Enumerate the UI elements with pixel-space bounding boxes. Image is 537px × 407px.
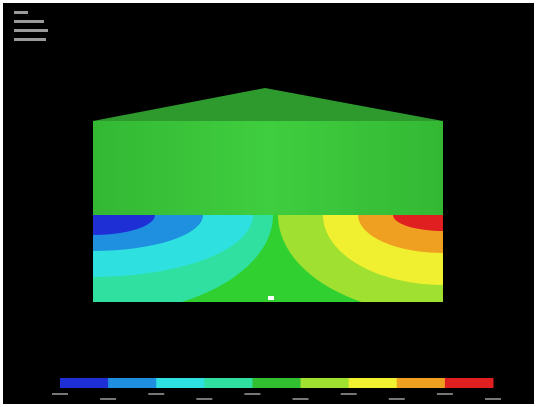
color-swatch xyxy=(301,378,350,388)
legend-label xyxy=(148,393,164,395)
color-swatch xyxy=(60,378,109,388)
info-line xyxy=(14,38,46,41)
legend-label xyxy=(341,393,357,395)
info-line xyxy=(14,11,28,14)
info-line xyxy=(14,20,44,23)
legend-label xyxy=(389,398,405,400)
legend-label xyxy=(100,398,116,400)
legend-label xyxy=(437,393,453,395)
color-swatch xyxy=(252,378,301,388)
marker xyxy=(268,296,274,300)
info-line xyxy=(14,29,48,32)
color-swatch xyxy=(156,378,205,388)
color-swatch xyxy=(349,378,398,388)
legend-label xyxy=(52,393,68,395)
legend-label xyxy=(244,393,260,395)
color-swatch xyxy=(204,378,253,388)
upper-body xyxy=(93,121,443,215)
color-swatch xyxy=(108,378,157,388)
color-swatch xyxy=(397,378,446,388)
color-swatch xyxy=(445,378,494,388)
legend-label xyxy=(196,398,212,400)
viewport xyxy=(0,0,537,407)
legend-label xyxy=(293,398,309,400)
legend-label xyxy=(485,398,501,400)
